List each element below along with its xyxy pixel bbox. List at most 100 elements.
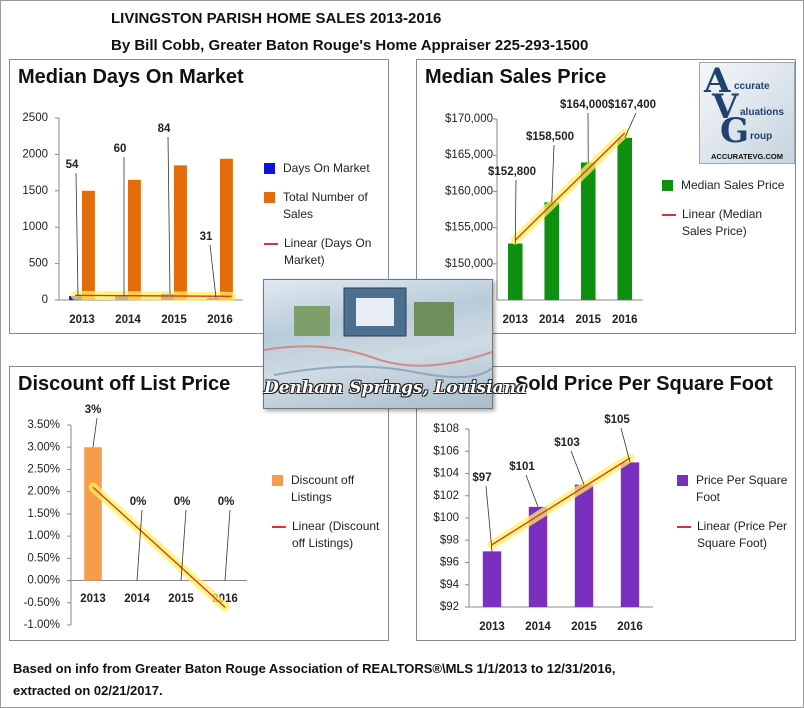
leader-line (92, 417, 98, 448)
data-label: $97 (472, 472, 491, 484)
data-label: 0% (218, 496, 235, 508)
legend-item: Total Number of Sales (264, 189, 384, 223)
legend: Discount off Listings Linear (Discount of… (272, 472, 384, 564)
x-tick-label: 2016 (612, 314, 638, 326)
bar (620, 462, 640, 607)
logo-word: roup (750, 131, 773, 142)
x-tick-label: 2014 (525, 621, 551, 633)
chart-title: Median Days On Market (18, 66, 244, 88)
plot: 0 500 1000 1500 2000 2500 2013 2014 2015 2016 54 60… (22, 112, 243, 326)
x-tick-label: 2014 (124, 593, 150, 605)
x-tick-label: 2013 (69, 314, 95, 326)
legend-swatch (677, 526, 691, 528)
data-label: $105 (604, 414, 630, 426)
legend-item: Linear (Median Sales Price) (662, 206, 792, 240)
y-tick-label: $96 (440, 557, 459, 569)
legend-swatch (662, 180, 673, 191)
data-label: 60 (114, 143, 127, 155)
logo: A ccurate V aluations G roup ACCURATEVG.… (699, 61, 795, 164)
y-tick-label: $165,000 (445, 149, 493, 161)
x-tick-label: 2016 (617, 621, 643, 633)
data-label: 54 (66, 159, 79, 171)
y-tick-label: $102 (433, 490, 459, 502)
bar (84, 447, 102, 581)
y-tick-label: $150,000 (445, 258, 493, 270)
footer-line: Based on info from Greater Baton Rouge A… (13, 661, 616, 676)
legend-label: Linear (Median Sales Price) (682, 207, 763, 238)
legend-swatch (272, 475, 283, 486)
chart-title: Sold Price Per Square Foot (515, 373, 773, 395)
chart-title: Median Sales Price (425, 66, 607, 88)
x-tick-label: 2016 (207, 314, 233, 326)
bar (574, 484, 594, 607)
y-tick-label: $170,000 (445, 113, 493, 125)
y-tick-label: $160,000 (445, 185, 493, 197)
y-tick-label: 500 (29, 258, 48, 270)
legend-label: Discount off Listings (291, 473, 355, 504)
x-tick-label: 2015 (168, 593, 194, 605)
legend-label: Total Number of Sales (283, 190, 368, 221)
x-tick-label: 2014 (539, 314, 565, 326)
x-tick-label: 2013 (80, 593, 106, 605)
bar (482, 551, 502, 607)
plot: $92 $94 $96 $98 $100 $102 $104 $106 $108 2013 2014… (433, 414, 653, 633)
leader-line (180, 509, 187, 581)
data-label: 3% (85, 404, 102, 416)
legend-label: Linear (Price Per Square Foot) (697, 519, 788, 550)
road (264, 345, 492, 367)
leader-line (525, 474, 539, 508)
trendline (92, 486, 226, 608)
y-tick-label: 2500 (22, 112, 48, 124)
plot: $150,000 $155,000 $160,000 $165,000 $170,000… (445, 99, 656, 326)
chart-panel: Discount off List Price -1.00% -0.50% 0.00… (9, 366, 389, 641)
y-tick-label: -0.50% (24, 597, 60, 609)
data-label: 0% (130, 496, 147, 508)
chart-panel: Sold Price Per Square Foot $92 $94 $96 $98 $… (416, 366, 796, 641)
logo-word: ccurate (734, 81, 770, 92)
legend-item: Price Per Square Foot (677, 472, 793, 506)
river (273, 365, 492, 379)
legend-label: Median Sales Price (681, 178, 785, 192)
chart-title: Discount off List Price (18, 373, 231, 395)
bar (528, 506, 548, 607)
legend-label: Price Per Square Foot (696, 473, 788, 504)
y-tick-label: $100 (433, 512, 459, 524)
leader-line (620, 427, 631, 463)
bar (544, 202, 560, 300)
legend-item: Median Sales Price (662, 177, 792, 194)
bar (507, 243, 523, 300)
leader-line (624, 112, 637, 138)
y-tick-label: 1.00% (27, 530, 60, 542)
legend-item: Linear (Days On Market) (264, 235, 384, 269)
photo: Denham Springs, Louisiana (263, 279, 527, 409)
sign-face (356, 298, 394, 326)
x-tick-label: 2015 (161, 314, 187, 326)
leader-line (136, 509, 143, 581)
legend-item: Days On Market (264, 160, 384, 177)
x-tick-label: 2015 (575, 314, 601, 326)
leader-line (551, 144, 555, 203)
leader-line (75, 172, 79, 297)
y-tick-label: $104 (433, 468, 459, 480)
bar (82, 190, 95, 300)
y-tick-label: $155,000 (445, 222, 493, 234)
footer-line: extracted on 02/21/2017. (13, 683, 163, 698)
x-tick-label: 2013 (502, 314, 528, 326)
logo-site: ACCURATEVG.COM (711, 152, 783, 161)
leader-line (485, 485, 493, 552)
y-tick-label: $94 (440, 579, 460, 591)
leader-line (514, 179, 517, 244)
legend-swatch (264, 192, 275, 203)
y-tick-label: $92 (440, 601, 459, 613)
data-label: $152,800 (488, 166, 536, 178)
trendline (491, 457, 631, 546)
y-tick-label: 1000 (22, 221, 48, 233)
page-subtitle: By Bill Cobb, Greater Baton Rouge's Home… (111, 37, 589, 54)
legend-swatch (272, 526, 286, 528)
bar (174, 165, 187, 300)
y-tick-label: 0.00% (27, 575, 60, 587)
data-label: $103 (554, 437, 580, 449)
data-label: $158,500 (526, 131, 574, 143)
legend: Price Per Square Foot Linear (Price Per S… (677, 472, 793, 564)
legend-label: Linear (Days On Market) (284, 236, 372, 267)
